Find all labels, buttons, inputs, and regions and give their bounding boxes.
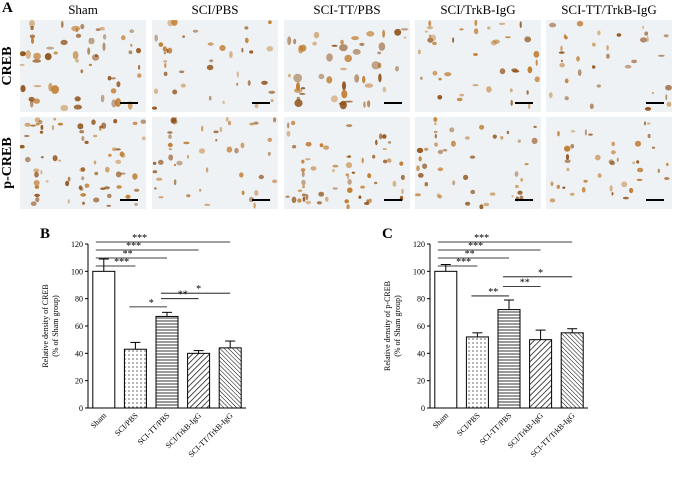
x-tick-label: SCI/PBS [113,411,140,438]
scale-bar [252,199,270,201]
y-tick-label: 100 [413,267,425,276]
bar-3 [155,315,179,409]
column-label-sham: Sham [68,2,98,17]
bar-3 [497,309,521,409]
y-axis-label: (% of Sham group) [51,295,60,357]
scale-bar [120,102,138,104]
micrograph-p-creb-5 [546,117,672,209]
scale-bar [384,102,402,104]
x-tick-label: SCI/PBS [455,411,482,438]
y-tick-label: 120 [413,240,425,249]
y-tick-label: 20 [75,377,83,386]
bar-2 [465,336,489,409]
column-label-sci-tt-pbs: SCI-TT/PBS [313,2,381,17]
y-axis-label: Relative density of CREB [41,284,50,367]
significance-label: ** [178,290,188,301]
y-tick-label: 40 [417,349,425,358]
y-axis-label: Relative density of p-CREB [383,281,392,371]
significance-label: ** [123,249,133,260]
column-label-sci-tt-trkb-igg: SCI-TT/TrkB-IgG [561,2,657,17]
scale-bar [515,102,533,104]
scale-bar [384,199,402,201]
y-tick-label: 80 [417,295,425,304]
column-label-sci-pbs: SCI/PBS [191,2,239,17]
significance-label: ** [465,249,475,260]
micrograph-creb-1 [20,20,146,112]
x-tick-label: Sham [431,411,451,431]
scale-bar [120,199,138,201]
micrograph-p-creb-3 [284,117,410,209]
bar-5 [560,332,584,409]
significance-label: *** [132,233,147,244]
significance-label: *** [468,241,483,252]
y-tick-label: 40 [75,349,83,358]
bar-4 [529,339,553,409]
y-tick-label: 60 [75,322,83,331]
y-tick-label: 80 [75,295,83,304]
chart-c: C 0 20 40 60 80 100 120 Relative density of p-CR… [382,226,588,459]
y-tick-label: 120 [71,240,83,249]
bar-2 [123,348,147,409]
row-label-creb: CREB [0,46,15,86]
bar-5 [218,347,242,409]
bar-4 [187,352,211,409]
y-axis-label: (% of Sham group) [393,295,402,357]
column-label-sci-trkb-igg: SCI/TrkB-IgG [440,2,516,17]
significance-label: *** [474,233,489,244]
micrograph-creb-4 [415,20,541,112]
micrograph-p-creb-4 [415,117,541,209]
bar-1 [434,270,458,409]
micrograph-creb-3 [284,20,410,112]
scale-bar [646,102,664,104]
significance-label: ** [520,277,530,288]
panel-letter: C [382,226,393,242]
micrograph-p-creb-1 [20,117,146,209]
scale-bar [515,199,533,201]
bar-1 [92,270,116,409]
y-tick-label: 20 [417,377,425,386]
x-tick-label: Sham [89,411,109,431]
chart-b: B 0 20 40 60 80 100 120 Relative density of CREB… [40,226,246,459]
micrograph-p-creb-2 [152,117,278,209]
micrograph-creb-5 [546,20,672,112]
significance-label: *** [126,241,141,252]
significance-label: * [538,268,543,279]
significance-label: * [149,298,154,309]
significance-label: *** [114,257,129,268]
scale-bar [252,102,270,104]
significance-label: *** [456,257,471,268]
significance-label: * [196,284,201,295]
y-tick-label: 100 [71,267,83,276]
significance-label: ** [488,287,498,298]
bar-charts: B 0 20 40 60 80 100 120 Relative density of CREB… [40,226,588,459]
y-tick-label: 0 [421,404,425,413]
scale-bar [646,199,664,201]
row-label-p-creb: p-CREB [0,137,15,189]
y-tick-label: 60 [417,322,425,331]
y-tick-label: 0 [79,404,83,413]
panel-a-letter: A [2,0,13,16]
panel-letter: B [40,226,50,242]
micrograph-creb-2 [152,20,278,112]
